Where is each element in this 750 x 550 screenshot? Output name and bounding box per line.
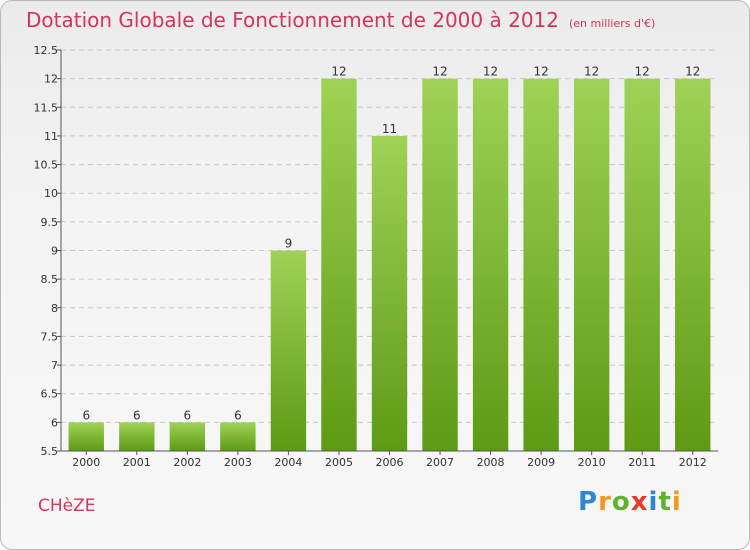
x-tick-label: 2005 — [325, 456, 353, 469]
x-axis-ticks: 2000 2001 2002 2003 2004 2005 2006 2007 2008 2009… — [72, 451, 707, 469]
title-text: Dotation Globale de Fonctionnement de 20… — [26, 8, 559, 32]
bar-value-label: 11 — [382, 122, 397, 136]
y-tick-label: 5.5 — [41, 445, 59, 458]
bar — [624, 78, 660, 452]
y-tick-label: 11 — [44, 130, 58, 143]
logo-letter: i — [671, 487, 682, 517]
y-tick-label: 9 — [51, 245, 58, 258]
bar-value-label: 12 — [432, 65, 447, 79]
x-tick-label: 2011 — [628, 456, 656, 469]
x-tick-label: 2010 — [578, 456, 606, 469]
x-tick-label: 2006 — [376, 456, 404, 469]
y-tick-label: 10 — [44, 187, 58, 200]
y-axis-ticks: 5.5 6 6.5 7 7.5 8 8.5 9 9.5 10 10.5 11 11.5 12 12.5 — [34, 44, 61, 458]
commune-name: CHèZE — [38, 496, 96, 516]
x-tick-label: 2012 — [679, 456, 707, 469]
bar — [119, 422, 155, 451]
logo-letter: o — [611, 487, 631, 517]
y-tick-label: 10.5 — [34, 159, 59, 172]
x-tick-label: 2009 — [527, 456, 555, 469]
logo-letter: i — [648, 487, 659, 517]
bar — [422, 78, 458, 452]
bar-value-label: 6 — [184, 408, 192, 422]
y-tick-label: 11.5 — [34, 101, 59, 114]
title-unit: (en milliers d'€) — [569, 17, 656, 30]
logo-letter: x — [630, 487, 649, 517]
bar — [573, 78, 610, 452]
bars: 6 6 6 6 9 12 11 12 12 12 12 12 12 — [68, 65, 711, 452]
y-tick-label: 9.5 — [41, 216, 59, 229]
x-tick-label: 2008 — [477, 456, 505, 469]
y-tick-label: 12 — [44, 73, 58, 86]
bar — [321, 78, 357, 452]
bar — [371, 135, 408, 451]
y-tick-label: 12.5 — [34, 44, 59, 57]
bar — [270, 250, 307, 451]
bar-value-label: 9 — [285, 237, 293, 251]
bar-value-label: 12 — [584, 65, 599, 79]
bar — [169, 422, 206, 451]
y-tick-label: 8.5 — [41, 273, 59, 286]
bar-value-label: 6 — [234, 408, 242, 422]
y-tick-label: 8 — [51, 302, 58, 315]
logo-letter: P — [578, 487, 599, 517]
x-tick-label: 2007 — [426, 456, 454, 469]
x-tick-label: 2001 — [123, 456, 151, 469]
x-tick-label: 2004 — [274, 456, 302, 469]
bar-value-label: 12 — [331, 65, 346, 79]
y-tick-label: 7.5 — [41, 330, 59, 343]
bar-value-label: 12 — [685, 65, 700, 79]
logo-letter: r — [598, 487, 612, 517]
bar-value-label: 6 — [82, 408, 90, 422]
y-tick-label: 6.5 — [41, 388, 59, 401]
y-tick-label: 6 — [51, 416, 58, 429]
bar-value-label: 6 — [133, 408, 141, 422]
bar-value-label: 12 — [483, 65, 498, 79]
bar — [675, 78, 711, 452]
x-tick-label: 2000 — [72, 456, 100, 469]
bar — [220, 422, 256, 451]
bar-value-label: 12 — [635, 65, 650, 79]
proxiti-logo: Proxiti — [578, 487, 682, 517]
y-tick-label: 7 — [51, 359, 58, 372]
bar — [523, 78, 559, 452]
logo-letter: t — [658, 487, 672, 517]
bar-value-label: 12 — [533, 65, 548, 79]
bar — [68, 422, 104, 451]
x-tick-label: 2003 — [224, 456, 252, 469]
chart-title: Dotation Globale de Fonctionnement de 20… — [26, 8, 655, 32]
x-tick-label: 2002 — [173, 456, 201, 469]
bar — [472, 78, 509, 452]
